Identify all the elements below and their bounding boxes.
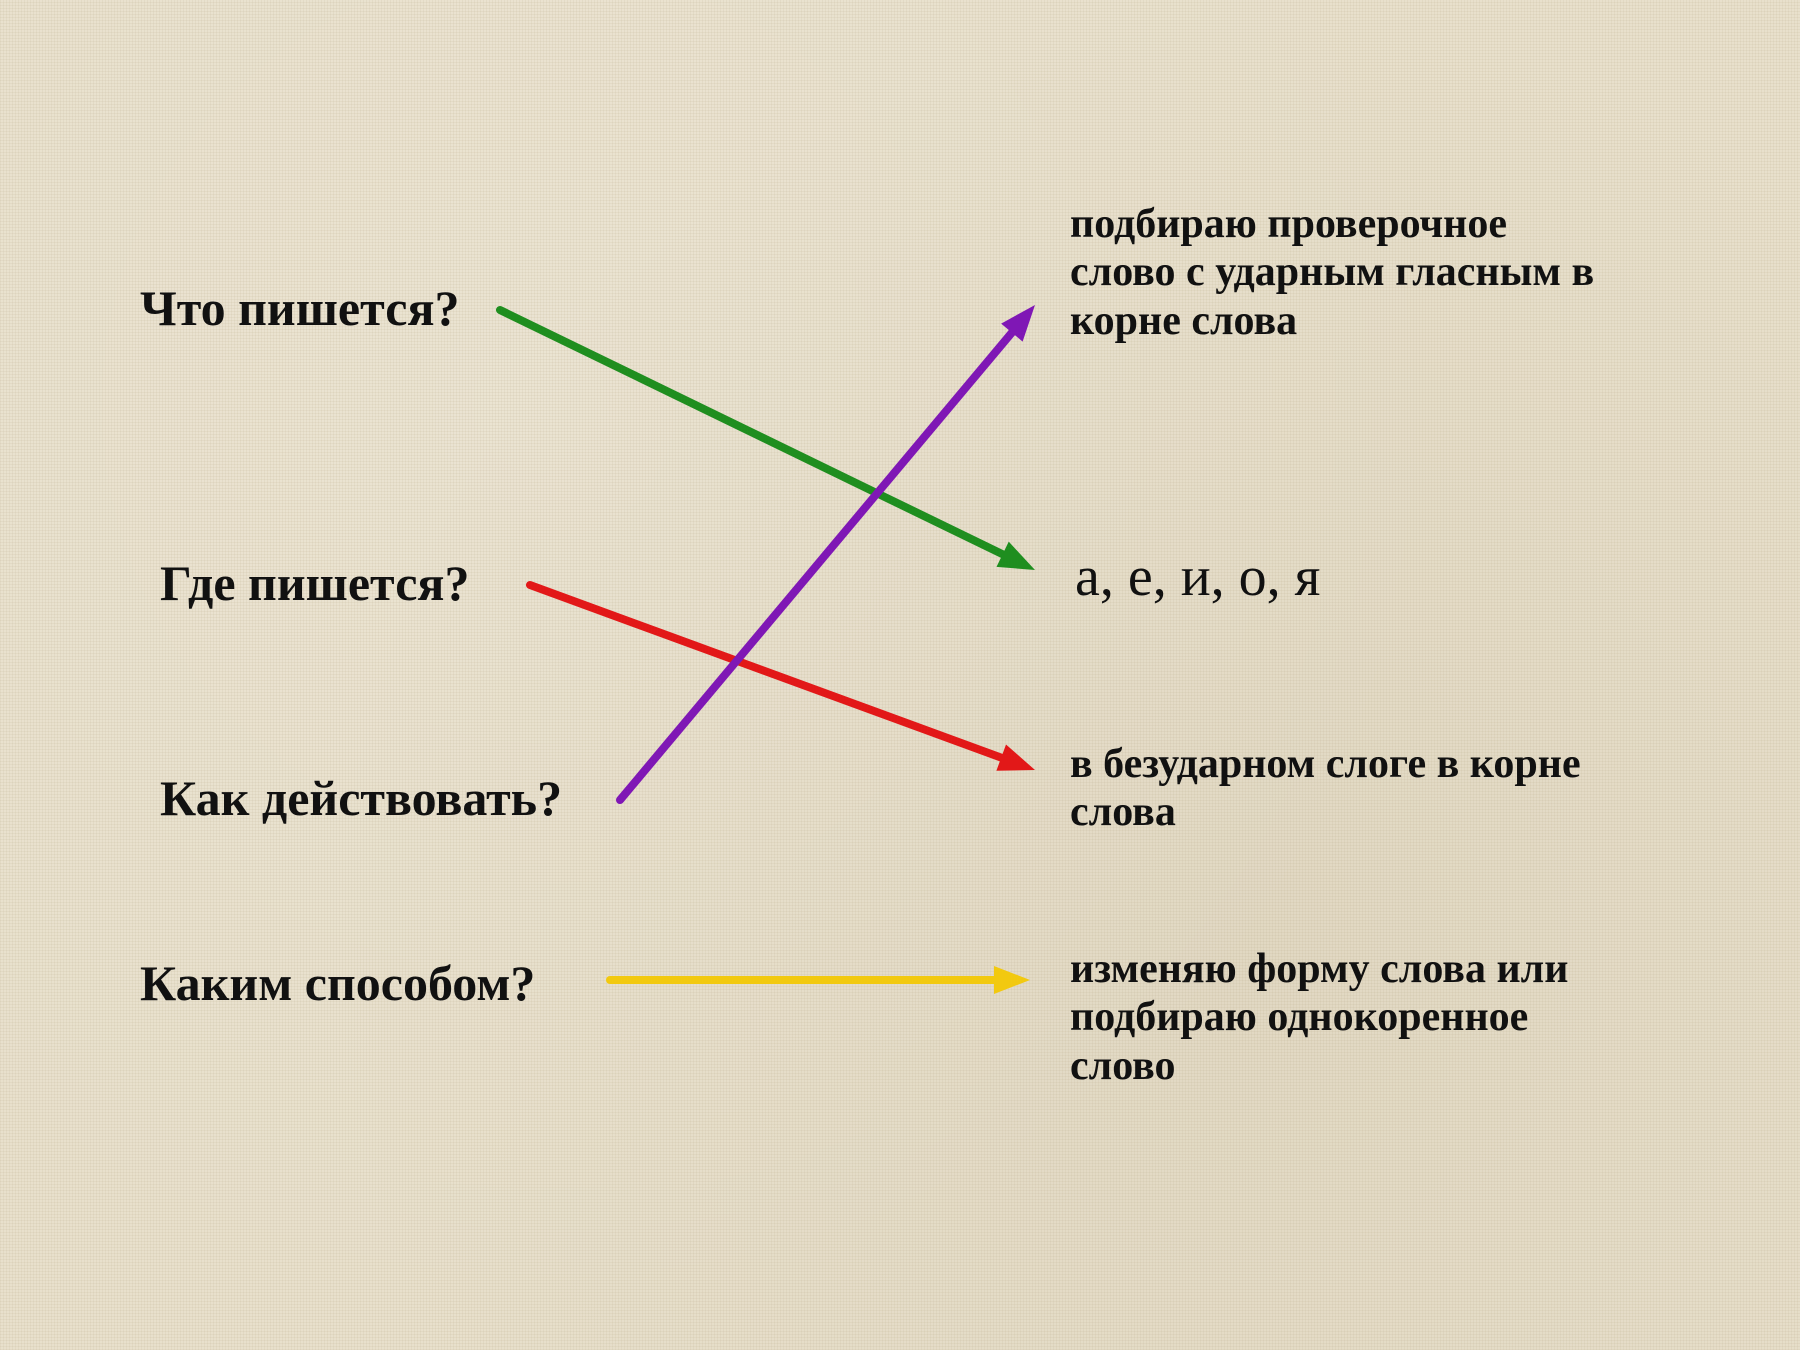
answer-vowels: а, е, и, о, я: [1075, 545, 1320, 609]
answer-unstressed: в безударном слоге в корне слова: [1070, 740, 1630, 837]
arrow-green: [500, 310, 1035, 570]
question-which-method: Каким способом?: [140, 955, 535, 1013]
arrow-red: [530, 585, 1035, 771]
question-where-is-written: Где пишется?: [160, 555, 469, 613]
question-what-is-written: Что пишется?: [140, 280, 460, 338]
answer-change-form: изменяю форму слова или подбираю однокор…: [1070, 945, 1590, 1090]
arrow-purple: [620, 305, 1035, 800]
answer-check-word: подбираю проверочное слово с ударным гла…: [1070, 200, 1600, 345]
question-how-to-act: Как действовать?: [160, 770, 562, 828]
arrow-yellow: [610, 966, 1030, 994]
